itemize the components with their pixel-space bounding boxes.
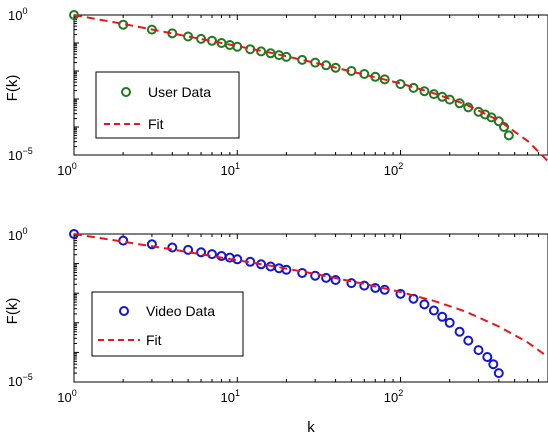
data-point [463, 335, 474, 346]
data-point [281, 264, 292, 275]
xtick-base: 10 [221, 390, 235, 405]
ytick-label-top-0: 100 [8, 6, 27, 23]
data-point [444, 317, 455, 328]
data-point [428, 89, 439, 100]
data-point [395, 288, 406, 299]
data-point [444, 94, 455, 105]
marks-top [69, 10, 548, 162]
ytick-base: 10 [8, 374, 22, 389]
xtick-label: 102 [384, 161, 403, 178]
panel-user: 100 10−5 F(k) 100 101 102 User Data Fit [4, 6, 548, 178]
xtick-base: 10 [384, 390, 398, 405]
xtick-label: 101 [221, 161, 240, 178]
xtick-label: 100 [57, 161, 76, 178]
data-point [428, 305, 439, 316]
ytick-top-0: 100 [8, 6, 27, 23]
data-point [493, 116, 504, 127]
data-point [488, 359, 499, 370]
data-point [503, 130, 514, 141]
xtick-exp: 0 [72, 388, 77, 398]
data-point [183, 244, 194, 255]
ytick-exp: −5 [22, 146, 32, 156]
series-fit-line [73, 233, 548, 358]
data-point [256, 46, 267, 57]
legend-label-user-data: User Data [148, 84, 211, 100]
data-point [454, 326, 465, 337]
legend-box-top [95, 71, 240, 139]
data-point [408, 82, 419, 93]
xlabel-bottom: k [307, 419, 315, 436]
ytick-bottom-1: 10−5 [8, 372, 33, 389]
ytick-base: 10 [8, 228, 22, 243]
ylabel-top: F(k) [4, 75, 21, 102]
data-point [196, 247, 207, 258]
data-point [346, 278, 357, 289]
plot-frame-top [73, 14, 548, 156]
data-point [281, 51, 292, 62]
data-point [486, 112, 497, 123]
data-point [216, 251, 227, 261]
ytick-base: 10 [8, 148, 22, 163]
legend-top: User Data Fit [95, 71, 240, 139]
data-point [330, 275, 341, 285]
ytick-label-top-1: 10−5 [8, 146, 33, 163]
xtick-base: 10 [57, 390, 71, 405]
data-point [419, 86, 430, 97]
ytick-exp: 0 [22, 6, 27, 16]
xtick-label: 102 [384, 388, 403, 405]
ylabel-bottom: F(k) [4, 298, 21, 325]
xtick-exp: 1 [235, 161, 240, 171]
data-point [167, 242, 178, 253]
ytick-label-bottom-1: 10−5 [8, 372, 33, 389]
ytick-exp: 0 [22, 226, 27, 236]
legend-marker-user-data [121, 87, 131, 97]
xtick-label: 101 [221, 388, 240, 405]
data-point [437, 311, 448, 322]
xtick-base: 10 [384, 163, 398, 178]
data-point [146, 239, 157, 250]
data-point [482, 352, 493, 362]
legend-bottom: Video Data Fit [91, 291, 244, 357]
xtick-exp: 2 [398, 161, 403, 171]
legend-box-bottom [91, 291, 244, 357]
plot-frame-bottom [73, 233, 548, 383]
panel-video: 100 10−5 F(k) 100 101 102 k Video Data Fit [4, 226, 548, 436]
ytick-bottom-0: 100 [8, 226, 27, 243]
series-fit-line [73, 14, 548, 162]
xticklabels-top: 100 101 102 [57, 161, 403, 178]
xtick-label: 100 [57, 388, 76, 405]
data-point [359, 280, 370, 291]
legend-label-fit-top: Fit [148, 116, 164, 132]
xtick-base: 10 [221, 163, 235, 178]
marks-bottom [69, 229, 548, 383]
data-point [370, 283, 381, 293]
legend-label-video-data: Video Data [146, 303, 215, 319]
data-point [330, 62, 341, 73]
xtick-exp: 2 [398, 388, 403, 398]
data-point [321, 272, 332, 283]
ytick-top-1: 10−5 [8, 146, 33, 163]
data-point [454, 98, 465, 109]
xtick-base: 10 [57, 163, 71, 178]
data-point [419, 299, 430, 310]
legend-label-fit-bottom: Fit [146, 332, 162, 348]
xticklabels-bottom: 100 101 102 [57, 388, 403, 405]
xtick-exp: 0 [72, 161, 77, 171]
data-point [395, 79, 406, 90]
data-point [207, 249, 217, 260]
data-point [493, 368, 504, 379]
ytick-exp: −5 [22, 372, 32, 382]
xtick-exp: 1 [235, 388, 240, 398]
legend-marker-video-data [119, 306, 129, 316]
data-point [473, 345, 484, 356]
ytick-base: 10 [8, 8, 22, 23]
ytick-label-bottom-0: 100 [8, 226, 27, 243]
